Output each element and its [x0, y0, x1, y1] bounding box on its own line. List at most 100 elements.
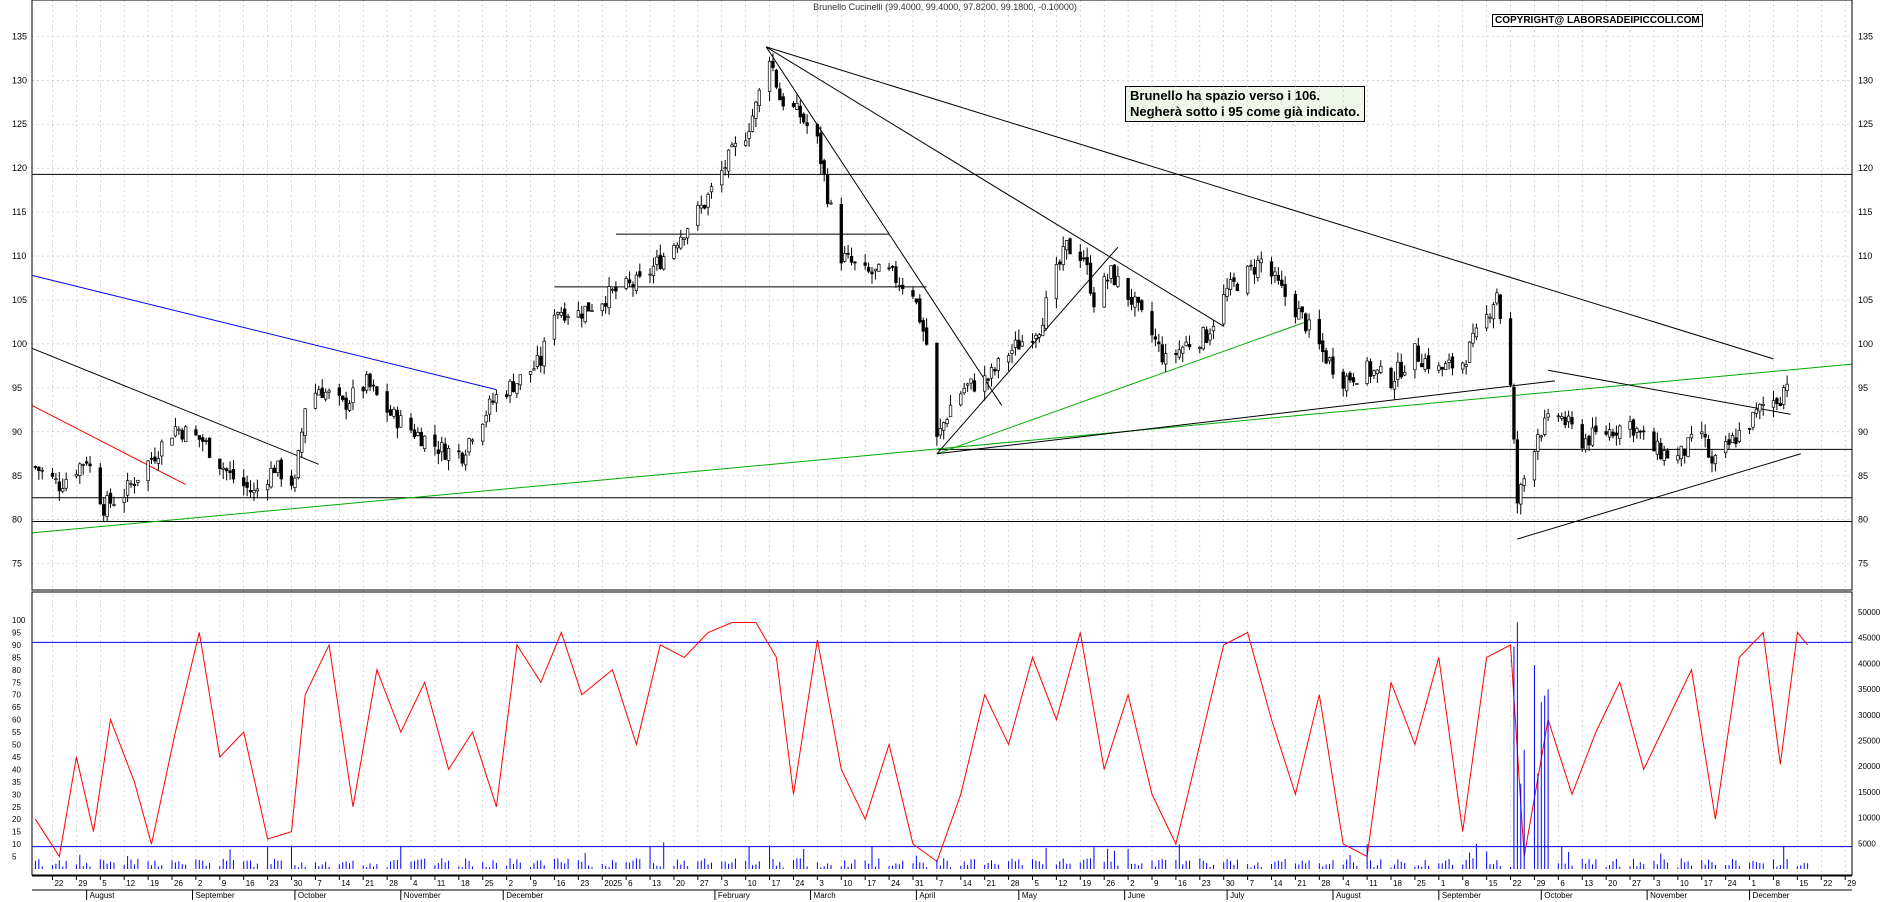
y-tick-label-left: 95	[12, 383, 22, 393]
candle-body	[1276, 274, 1280, 281]
y-tick-label-right: 90	[1858, 427, 1868, 437]
candle-body	[1153, 336, 1158, 340]
candle-body	[416, 431, 420, 437]
candle-body	[586, 302, 591, 312]
x-tick-label: 31	[915, 879, 924, 888]
candle-body	[767, 60, 772, 92]
candle-body	[1683, 448, 1687, 456]
candle-body	[1283, 284, 1287, 297]
candle-body	[890, 265, 895, 268]
candle-body	[184, 426, 188, 443]
candle-body	[293, 477, 297, 488]
candle-body	[337, 387, 341, 396]
x-tick-label: 28	[1321, 879, 1330, 888]
x-tick-label: 26	[174, 879, 183, 888]
month-label: September	[1442, 891, 1481, 900]
candle-body	[1085, 256, 1089, 266]
y-tick-label-right: 85	[1858, 471, 1868, 481]
candle-body	[173, 426, 178, 437]
candle-body	[829, 202, 833, 205]
candle-body	[894, 266, 898, 284]
candle-body	[566, 315, 570, 318]
candle-body	[1536, 434, 1540, 452]
candle-body	[1187, 343, 1192, 348]
candle-body	[289, 475, 294, 486]
candle-body	[996, 358, 1000, 371]
candle-body	[440, 442, 444, 453]
candle-body	[791, 103, 796, 107]
candle-body	[959, 393, 963, 406]
candle-body	[825, 174, 830, 205]
y-tick-label-left: 125	[12, 119, 27, 129]
candle-body	[730, 144, 734, 148]
x-tick-label: 18	[1393, 879, 1402, 888]
x-tick-label: 24	[795, 879, 804, 888]
candle-body	[245, 482, 249, 488]
candle-body	[627, 279, 632, 284]
candle-body	[1491, 304, 1496, 320]
volume-layer	[34, 622, 1809, 869]
candle-body	[484, 415, 488, 423]
candle-body	[918, 298, 922, 323]
candle-body	[638, 271, 642, 277]
osc-tick-label: 25	[12, 803, 21, 812]
candle-body	[1225, 287, 1229, 297]
candle-body	[846, 252, 850, 255]
volume-tick-label: 35000	[1858, 685, 1881, 694]
candle-body	[962, 387, 966, 394]
candle-body	[679, 236, 683, 249]
month-label: November	[404, 891, 441, 900]
x-tick-label: 20	[676, 879, 685, 888]
candle-body	[1498, 294, 1502, 319]
candle-body	[399, 415, 403, 428]
copyright-label: COPYRIGHT@ LABORSADEIPICCOLI.COM	[1492, 14, 1703, 27]
month-label: November	[1650, 891, 1687, 900]
volume-tick-label: 15000	[1858, 788, 1881, 797]
candle-body	[798, 105, 802, 118]
candle-body	[361, 386, 365, 392]
x-tick-label: 20	[1608, 879, 1617, 888]
candle-body	[1570, 417, 1574, 425]
candle-body	[726, 149, 731, 172]
osc-tick-label: 5	[12, 853, 17, 862]
osc-tick-label: 65	[12, 703, 21, 712]
candle-body	[1508, 318, 1513, 386]
candle-body	[1734, 437, 1738, 444]
x-tick-label: 27	[700, 879, 709, 888]
candle-body	[1587, 435, 1591, 446]
candle-body	[1092, 292, 1096, 308]
candle-body	[1157, 341, 1161, 345]
candle-body	[655, 256, 659, 265]
month-label: June	[1128, 891, 1146, 900]
candle-body	[815, 124, 820, 137]
candle-body	[1307, 319, 1311, 331]
candle-body	[1782, 387, 1786, 405]
candle-body	[491, 400, 495, 403]
candle-body	[61, 488, 65, 492]
candle-body	[539, 355, 543, 366]
x-tick-label: 11	[437, 879, 446, 888]
candle-body	[265, 484, 270, 491]
candle-body	[1300, 306, 1304, 313]
candle-body	[1129, 297, 1134, 305]
x-tick-label: 14	[963, 879, 972, 888]
candle-body	[170, 437, 174, 446]
annotation-line-2: Negherà sotto i 95 come già indicato.	[1130, 104, 1360, 119]
osc-tick-label: 100	[12, 616, 26, 625]
x-tick-label: 1	[1752, 879, 1757, 888]
black-trendline	[765, 46, 1774, 360]
candle-body	[156, 458, 160, 464]
candle-body	[1543, 417, 1547, 435]
candle-body	[457, 450, 461, 453]
candle-body	[1184, 341, 1188, 347]
x-tick-label: 29	[1536, 879, 1545, 888]
candle-body	[371, 384, 376, 387]
candle-body	[757, 89, 761, 107]
candle-body	[1604, 431, 1608, 435]
candle-body	[388, 409, 393, 416]
candle-body	[1642, 430, 1646, 433]
y-tick-label-right: 130	[1858, 75, 1873, 85]
candle-body	[1522, 478, 1526, 486]
candle-body	[607, 286, 611, 309]
